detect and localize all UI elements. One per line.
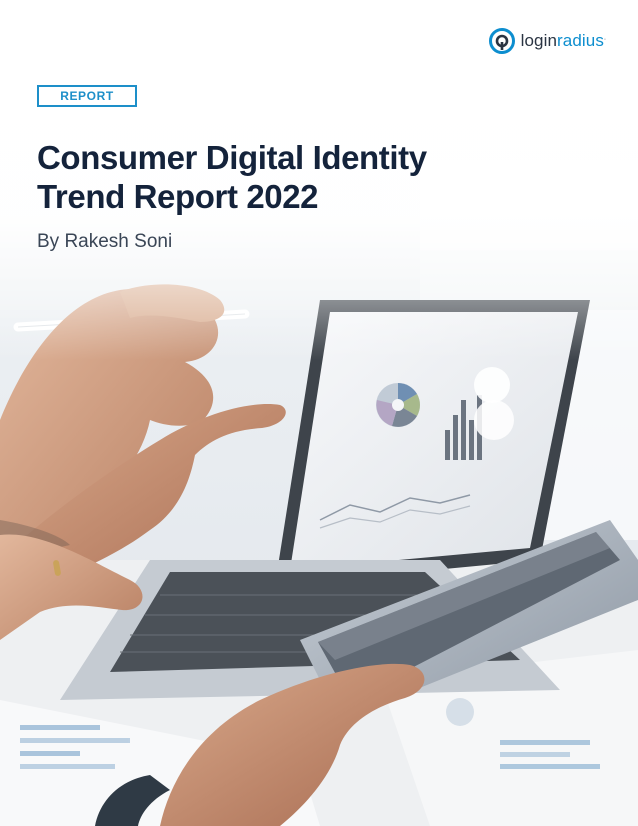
loginradius-logo[interactable]: loginradius. [488,28,606,54]
logo-wordmark-part2: radius [557,31,604,50]
logo-trademark: . [603,34,606,42]
report-title-line-2: Trend Report 2022 [37,178,319,215]
header-fade-overlay [0,0,638,360]
author-byline: By Rakesh Soni [37,231,173,252]
loginradius-logo-icon [488,28,515,54]
report-title-line-1: Consumer Digital Identity [37,139,427,176]
logo-wordmark-part1: login [520,31,558,50]
report-tag: REPORT [37,85,137,107]
report-title: Consumer Digital Identity Trend Report 2… [37,138,517,216]
logo-wordmark: loginradius. [521,31,606,51]
